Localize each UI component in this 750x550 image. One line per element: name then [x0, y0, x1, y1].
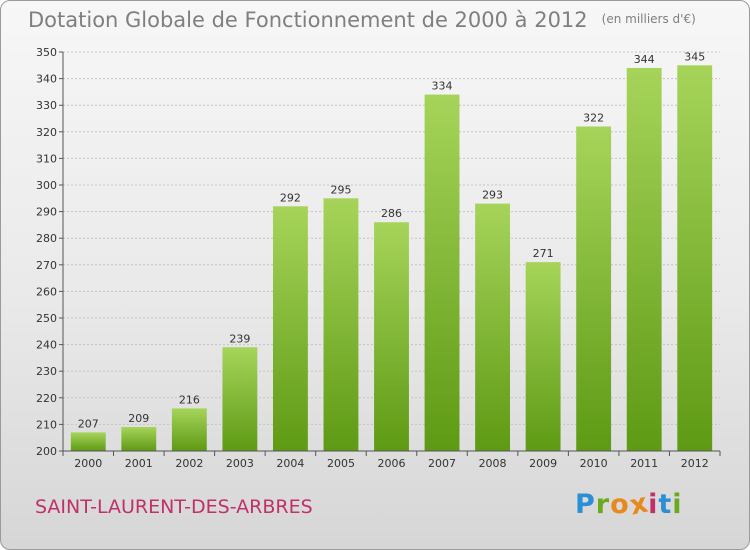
commune-name: SAINT-LAURENT-DES-ARBRES	[35, 496, 313, 518]
y-tick-label: 250	[36, 312, 57, 325]
x-tick-label: 2008	[479, 457, 507, 470]
bar-value-label: 295	[330, 183, 351, 196]
x-tick-label: 2004	[276, 457, 304, 470]
bar-2004	[272, 206, 308, 451]
chart-title-text: Dotation Globale de Fonctionnement de 20…	[28, 8, 588, 32]
logo-letter: i	[672, 489, 683, 520]
bar-2005	[323, 198, 359, 451]
x-tick-label: 2000	[74, 457, 102, 470]
x-tick-label: 2001	[125, 457, 153, 470]
bar-2001	[121, 427, 157, 451]
x-tick-label: 2011	[630, 457, 658, 470]
bar-2008	[475, 203, 511, 451]
bar-value-label: 207	[78, 417, 99, 430]
axes	[62, 52, 720, 452]
bar-2011	[626, 67, 662, 452]
y-tick-label: 350	[36, 46, 57, 59]
y-tick-label: 340	[36, 73, 57, 86]
y-tick-label: 220	[36, 392, 57, 405]
proxiti-logo: Proxiti	[575, 487, 683, 521]
y-tick-label: 230	[36, 365, 57, 378]
bar-2000	[70, 432, 106, 451]
bar-value-label: 334	[432, 80, 453, 93]
y-tick-label: 320	[36, 126, 57, 139]
y-tick-label: 330	[36, 99, 57, 112]
x-tick-label: 2009	[529, 457, 557, 470]
bar-value-label: 293	[482, 189, 503, 202]
bar-value-label: 209	[128, 412, 149, 425]
logo-letter: t	[658, 489, 673, 520]
chart-title: Dotation Globale de Fonctionnement de 20…	[28, 8, 696, 32]
y-tick-label: 260	[36, 285, 57, 298]
y-tick-label: 240	[36, 339, 57, 352]
y-tick-label: 290	[36, 206, 57, 219]
x-axis-ticks: 2000 2001 2002 2003 2004 2005 2006 2007 2008 2009…	[62, 451, 721, 470]
logo-letter: o	[610, 489, 630, 520]
y-tick-label: 280	[36, 232, 57, 245]
logo-letter: r	[595, 489, 611, 520]
y-tick-label: 270	[36, 259, 57, 272]
bars: 207 209 216 239 292 295 286 334 293 271 322 344 345	[70, 50, 713, 452]
bar-value-label: 322	[583, 111, 604, 124]
bar-2006	[374, 222, 409, 451]
logo-letter: i	[648, 489, 659, 520]
y-tick-label: 200	[36, 445, 57, 458]
bar-value-label: 292	[280, 191, 301, 204]
bar-2009	[525, 262, 561, 451]
x-tick-label: 2002	[175, 457, 203, 470]
x-tick-label: 2012	[681, 457, 709, 470]
bar-2010	[576, 126, 612, 451]
bar-value-label: 216	[179, 393, 200, 406]
bar-value-label: 344	[634, 53, 655, 66]
bar-2003	[222, 347, 258, 451]
x-tick-label: 2010	[580, 457, 608, 470]
y-tick-label: 310	[36, 152, 57, 165]
bar-value-label: 271	[533, 247, 554, 260]
bar-2012	[677, 65, 713, 452]
x-tick-label: 2007	[428, 457, 456, 470]
y-axis-ticks: 200 210 220 230 240 250 260 270 280 290 300 310 320 3…	[36, 46, 63, 458]
y-tick-label: 210	[36, 418, 57, 431]
bar-2007	[424, 94, 460, 451]
x-tick-label: 2006	[378, 457, 406, 470]
bar-2002	[171, 408, 207, 451]
logo-letter: P	[575, 489, 596, 520]
x-tick-label: 2005	[327, 457, 355, 470]
y-tick-label: 300	[36, 179, 57, 192]
chart-unit: (en milliers d'€)	[601, 12, 696, 26]
bar-value-label: 239	[229, 332, 250, 345]
bar-value-label: 286	[381, 207, 402, 220]
x-tick-label: 2003	[226, 457, 254, 470]
bar-value-label: 345	[684, 50, 705, 63]
